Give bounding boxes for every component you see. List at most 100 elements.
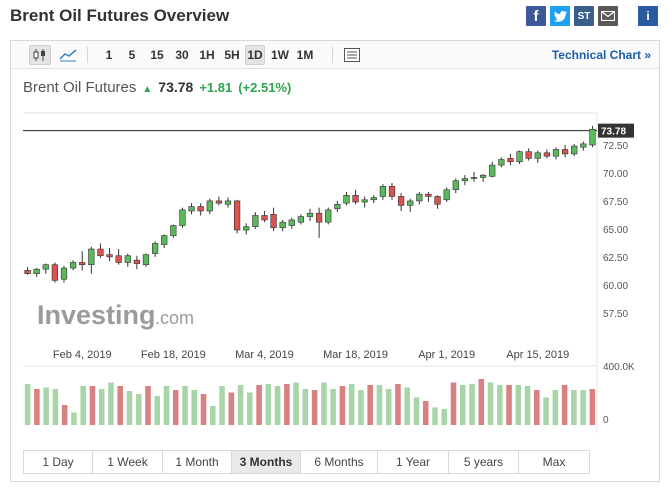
email-icon[interactable] bbox=[598, 6, 618, 26]
candle-body bbox=[179, 209, 186, 226]
volume-bar bbox=[395, 384, 401, 425]
candle-body bbox=[489, 164, 496, 177]
volume-bar bbox=[321, 382, 327, 425]
volume-bar bbox=[311, 390, 318, 425]
candle-body bbox=[561, 149, 569, 155]
y-tick-label: 67.50 bbox=[603, 197, 628, 208]
candle-body bbox=[261, 215, 268, 221]
candle-body bbox=[534, 152, 541, 159]
watermark-suffix: .com bbox=[155, 308, 194, 328]
volume-bar bbox=[589, 389, 596, 425]
candle-body bbox=[507, 158, 514, 163]
candle-body bbox=[516, 151, 523, 163]
volume-bar bbox=[43, 387, 49, 425]
chart-settings-icon[interactable] bbox=[342, 45, 362, 65]
range-1-week[interactable]: 1 Week bbox=[93, 451, 163, 473]
area-chart-icon[interactable] bbox=[57, 45, 79, 65]
twitter-icon[interactable] bbox=[550, 6, 570, 26]
interval-1[interactable]: 1 bbox=[105, 48, 113, 62]
range-1-day[interactable]: 1 Day bbox=[24, 451, 93, 473]
volume-bar bbox=[552, 390, 559, 425]
interval-5h[interactable]: 5H bbox=[224, 48, 240, 62]
volume-bar bbox=[237, 385, 244, 425]
y-tick-label: 72.50 bbox=[603, 141, 628, 152]
share-buttons: f ST bbox=[526, 6, 618, 26]
interval-1d[interactable]: 1D bbox=[245, 45, 265, 65]
volume-bar bbox=[210, 406, 216, 425]
chart-toolbar: 1 5 15 30 1H 5H 1D 1W 1M Technical Chart » bbox=[11, 41, 659, 69]
candlestick-icon[interactable] bbox=[29, 45, 51, 65]
interval-1w[interactable]: 1W bbox=[271, 48, 289, 62]
candle-body bbox=[416, 193, 423, 202]
x-axis-label: Feb 18, 2019 bbox=[141, 349, 206, 361]
candle-body bbox=[115, 255, 122, 263]
interval-15[interactable]: 15 bbox=[150, 48, 164, 62]
last-price-label: 73.78 bbox=[601, 127, 626, 138]
volume-bar bbox=[524, 386, 531, 425]
candle-body bbox=[589, 129, 596, 146]
price-chart[interactable]: Investing .com 72.50 70.00 67.50 65.00 62.50 60… bbox=[11, 41, 659, 441]
candle-body bbox=[343, 195, 350, 204]
y-tick-label: 65.00 bbox=[603, 225, 628, 236]
volume-bar bbox=[256, 385, 262, 425]
interval-5[interactable]: 5 bbox=[128, 48, 136, 62]
candle-body bbox=[297, 216, 305, 223]
range-5-years[interactable]: 5 years bbox=[449, 451, 519, 473]
volume-bar bbox=[135, 394, 142, 425]
candle-body bbox=[243, 226, 250, 231]
candle-body bbox=[42, 264, 49, 270]
technical-chart-link[interactable]: Technical Chart » bbox=[551, 48, 651, 62]
volume-bar bbox=[348, 384, 355, 425]
volume-bar bbox=[506, 385, 512, 425]
facebook-icon[interactable]: f bbox=[526, 6, 546, 26]
candle-body bbox=[397, 196, 405, 206]
volume-bar bbox=[145, 386, 151, 425]
candle-body bbox=[580, 143, 587, 148]
chart-widget: 1 5 15 30 1H 5H 1D 1W 1M Technical Chart » Brent… bbox=[10, 40, 660, 482]
volume-bar bbox=[543, 397, 549, 425]
volume-bar bbox=[302, 389, 309, 425]
price-change-percent: (+2.51%) bbox=[238, 80, 292, 95]
volume-bar bbox=[182, 386, 188, 425]
volume-bar bbox=[71, 412, 77, 425]
interval-30[interactable]: 30 bbox=[175, 48, 189, 62]
candle-body bbox=[161, 235, 168, 245]
interval-1h[interactable]: 1H bbox=[199, 48, 215, 62]
candle-body bbox=[79, 262, 86, 265]
stocktwits-icon[interactable]: ST bbox=[574, 6, 594, 26]
candle-body bbox=[60, 267, 68, 280]
y-tick-label: 57.50 bbox=[603, 309, 628, 320]
volume-bar bbox=[172, 390, 179, 425]
volume-bar bbox=[293, 382, 299, 425]
candle-body bbox=[188, 206, 195, 212]
range-max[interactable]: Max bbox=[519, 451, 589, 473]
volume-bar bbox=[265, 384, 272, 425]
range-3-months[interactable]: 3 Months bbox=[232, 451, 301, 473]
candle-body bbox=[33, 268, 40, 274]
candle-body bbox=[452, 180, 459, 191]
volume-bar bbox=[89, 386, 96, 425]
info-icon[interactable]: i bbox=[638, 6, 658, 26]
candle-body bbox=[379, 186, 387, 197]
candle-body bbox=[69, 262, 77, 269]
volume-bar bbox=[487, 382, 494, 425]
volume-bar bbox=[247, 392, 253, 425]
range-1-month[interactable]: 1 Month bbox=[163, 451, 232, 473]
candle-body bbox=[334, 203, 341, 210]
watermark-brand: Investing bbox=[37, 300, 156, 330]
range-1-year[interactable]: 1 Year bbox=[378, 451, 449, 473]
volume-bar bbox=[422, 401, 429, 425]
candle-body bbox=[388, 186, 396, 197]
candle-body bbox=[306, 212, 314, 217]
candle-body bbox=[425, 193, 432, 197]
candle-body bbox=[315, 212, 323, 223]
volume-bar bbox=[385, 389, 392, 425]
interval-1m[interactable]: 1M bbox=[296, 48, 314, 62]
x-axis-label: Feb 4, 2019 bbox=[53, 349, 112, 361]
last-price-badge bbox=[598, 123, 634, 138]
toolbar-divider bbox=[87, 47, 88, 63]
instrument-name: Brent Oil Futures bbox=[23, 79, 137, 96]
range-6-months[interactable]: 6 Months bbox=[301, 451, 378, 473]
candle-body bbox=[124, 255, 131, 263]
volume-tick-label: 400.0K bbox=[603, 362, 635, 373]
